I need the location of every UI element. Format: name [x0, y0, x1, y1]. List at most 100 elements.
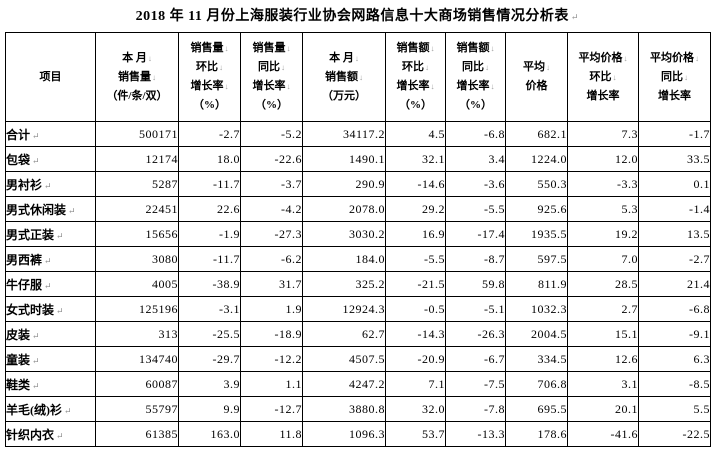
line-break-mark: ↓	[219, 63, 223, 72]
data-cell: 18.0	[178, 146, 241, 172]
table-row: 女式时装 ↵ 125196 -3.1 1.9 12924.3 -0.5 -5.1 1032.3 2…	[5, 296, 711, 322]
data-cell: -18.9	[240, 321, 303, 347]
data-cell: -1.4	[638, 196, 711, 222]
data-cell: -13.3	[445, 421, 506, 447]
row-label: 男式休闲装	[6, 202, 67, 217]
data-cell: 60087	[95, 371, 179, 397]
data-cell: 34117.2	[302, 121, 386, 147]
data-cell: -8.5	[638, 371, 711, 397]
header-line: 销售额↓	[456, 42, 495, 54]
data-cell: 32.0	[385, 396, 446, 422]
table-row: 男式休闲装 ↵ 22451 22.6 -4.2 2078.0 29.2 -5.5 925.6 5.…	[5, 196, 711, 222]
data-cell: 3030.2	[302, 221, 386, 247]
data-cell: 9.9	[178, 396, 241, 422]
data-cell: 706.8	[505, 371, 568, 397]
header-line: 销售量↓	[190, 42, 229, 54]
data-cell: 597.5	[505, 246, 568, 272]
header-line: 销售量↓	[252, 42, 291, 54]
data-cell: 313	[95, 321, 179, 347]
table-row: 男衬衫 ↵ 5287 -11.7 -3.7 290.9 -14.6 -3.6 550.3 -3.3…	[5, 171, 711, 197]
header-line: （%）	[459, 99, 492, 111]
data-cell: 178.6	[505, 421, 568, 447]
data-cell: 6.3	[638, 346, 711, 372]
header-line: 环比↓	[589, 70, 617, 83]
data-cell: 29.2	[385, 196, 446, 222]
data-cell: 15.1	[567, 321, 639, 347]
header-cell-item: 项目	[5, 32, 96, 122]
row-label-cell: 合计 ↵	[5, 121, 96, 147]
row-label: 针织内衣	[6, 427, 55, 442]
data-cell: -6.2	[240, 246, 303, 272]
line-break-mark: ↓	[147, 53, 152, 63]
data-cell: 184.0	[302, 246, 386, 272]
data-cell: 16.9	[385, 221, 446, 247]
data-cell: 53.7	[385, 421, 446, 447]
data-cell: -5.5	[445, 196, 506, 222]
header-line: 本 月↓	[122, 51, 152, 64]
header-line: 增长率	[658, 89, 691, 102]
header-line: （万元）	[322, 89, 366, 102]
table-row: 皮装 ↵ 313 -25.5 -18.9 62.7 -14.3 -26.3 2004.5 15.1…	[5, 321, 711, 347]
header-line: 环比↓	[402, 61, 429, 73]
data-cell: -12.2	[240, 346, 303, 372]
data-cell: -5.1	[445, 296, 506, 322]
row-label: 男西裤	[6, 252, 43, 267]
header-line: 本 月↓	[329, 51, 359, 64]
data-cell: 12.0	[567, 146, 639, 172]
data-cell: 22451	[95, 196, 179, 222]
data-cell: -25.5	[178, 321, 241, 347]
row-label: 包袋	[6, 152, 31, 167]
data-cell: -14.3	[385, 321, 446, 347]
data-cell: 2004.5	[505, 321, 568, 347]
header-cell-amount-mom-growth: 销售额↓ 环比↓ 增长率↓ （%）	[385, 32, 446, 122]
data-cell: 290.9	[302, 171, 386, 197]
line-break-mark: ↓	[430, 82, 435, 91]
paragraph-mark: ↵	[32, 130, 40, 141]
row-label-cell: 男衬衫 ↵	[5, 171, 96, 197]
data-cell: 1224.0	[505, 146, 568, 172]
line-break-mark: ↓	[490, 44, 495, 53]
page-title-text: 2018 年 11 月份上海服装行业协会网路信息十大商场销售情况分析表	[135, 9, 569, 24]
data-cell: -3.6	[445, 171, 506, 197]
data-cell: -2.7	[178, 121, 241, 147]
header-line: 销售额↓	[396, 42, 435, 54]
data-cell: 4.5	[385, 121, 446, 147]
header-line: 增长率↓	[252, 80, 291, 92]
row-label-cell: 女式时装 ↵	[5, 296, 96, 322]
line-break-mark: ↓	[286, 82, 291, 91]
data-cell: 22.6	[178, 196, 241, 222]
row-label-cell: 男西裤 ↵	[5, 246, 96, 272]
paragraph-mark: ↵	[44, 280, 52, 291]
data-cell: 33.5	[638, 146, 711, 172]
line-break-mark: ↓	[485, 63, 489, 72]
header-cell-volume-mom-growth: 销售量↓ 环比↓ 增长率↓ （%）	[178, 32, 241, 122]
data-cell: -7.8	[445, 396, 506, 422]
data-cell: -26.3	[445, 321, 506, 347]
paragraph-mark: ↵	[32, 355, 40, 366]
data-cell: 5.3	[567, 196, 639, 222]
data-cell: 125196	[95, 296, 179, 322]
data-cell: 334.5	[505, 346, 568, 372]
data-cell: 134740	[95, 346, 179, 372]
row-label-cell: 男式休闲装 ↵	[5, 196, 96, 222]
line-break-mark: ↓	[612, 72, 617, 82]
header-cell-amount-yoy-growth: 销售额↓ 同比↓ 增长率↓ （%）	[445, 32, 506, 122]
line-break-mark: ↓	[152, 72, 156, 82]
row-label-cell: 鞋类 ↵	[5, 371, 96, 397]
row-label-cell: 童装 ↵	[5, 346, 96, 372]
paragraph-mark: ↵	[64, 405, 72, 416]
line-break-mark: ↓	[623, 53, 628, 63]
data-cell: 55797	[95, 396, 179, 422]
data-cell: -6.7	[445, 346, 506, 372]
data-cell: -38.9	[178, 271, 241, 297]
data-cell: 61385	[95, 421, 179, 447]
header-cell-price-mom-growth: 平均价格↓ 环比↓ 增长率	[567, 32, 639, 122]
data-cell: 325.2	[302, 271, 386, 297]
data-cell: -3.1	[178, 296, 241, 322]
line-break-mark: ↓	[546, 63, 550, 72]
row-label-cell: 牛仔服 ↵	[5, 271, 96, 297]
data-cell: 5287	[95, 171, 179, 197]
data-cell: 62.7	[302, 321, 386, 347]
data-cell: 925.6	[505, 196, 568, 222]
data-cell: -14.6	[385, 171, 446, 197]
